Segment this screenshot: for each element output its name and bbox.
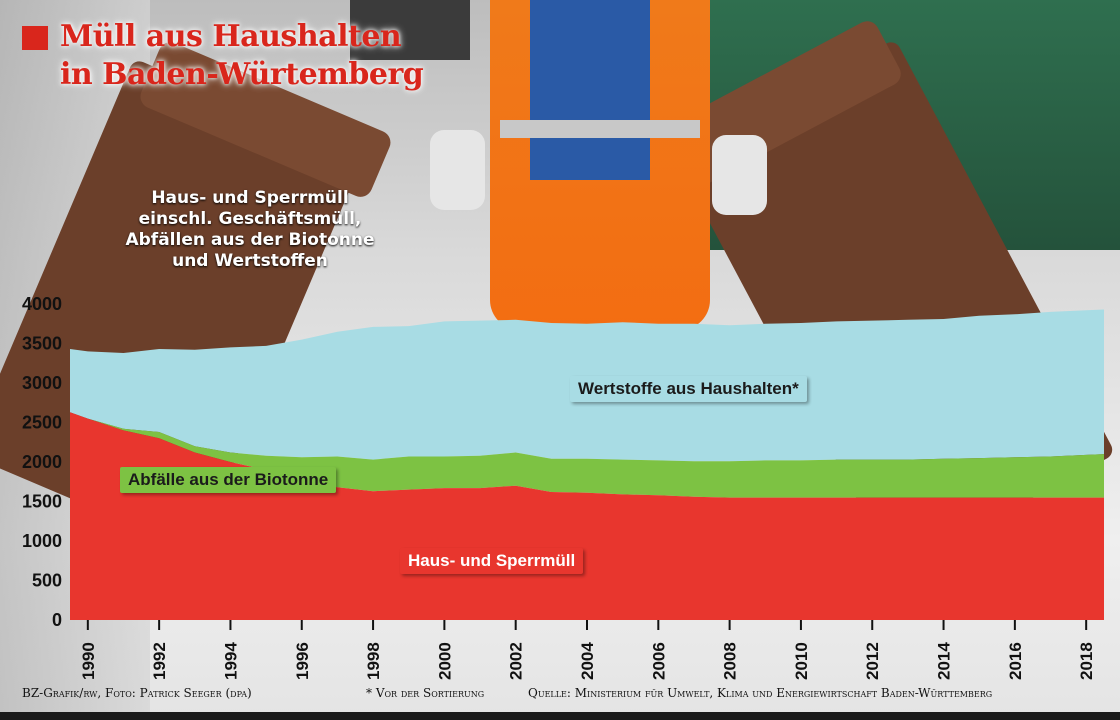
photo-worker — [490, 0, 710, 330]
series-label-wertstoffe: Wertstoffe aus Haushalten* — [570, 376, 807, 402]
x-tick-label: 2004 — [578, 642, 597, 680]
y-tick-label: 500 — [32, 571, 62, 591]
y-tick-label: 2000 — [22, 452, 62, 472]
area-haus-und-sperrmuell — [70, 412, 1104, 620]
x-tick-label: 1990 — [79, 642, 98, 680]
y-tick-label: 3500 — [22, 334, 62, 354]
y-tick-label: 0 — [52, 610, 62, 630]
x-tick-label: 2018 — [1077, 642, 1096, 680]
chart-areas — [70, 309, 1104, 620]
footer-source: Quelle: Ministerium für Umwelt, Klima un… — [528, 686, 993, 700]
x-tick-label: 2010 — [792, 642, 811, 680]
worker-overall-strap — [530, 0, 650, 180]
x-tick-label: 1992 — [150, 642, 169, 680]
frame-border — [0, 712, 1120, 720]
x-tick-label: 1996 — [293, 642, 312, 680]
y-tick-label: 1500 — [22, 492, 62, 512]
y-tick-label: 2500 — [22, 413, 62, 433]
chart-title-line-2: in Baden-Würtemberg — [60, 57, 424, 92]
photo-glove-right — [712, 135, 767, 215]
x-tick-label: 1994 — [221, 642, 240, 680]
x-tick-label: 2014 — [935, 642, 954, 680]
x-tick-label: 2006 — [649, 642, 668, 680]
chart-annotation: Haus- und Sperrmüll einschl. Geschäftsmü… — [125, 188, 375, 271]
y-tick-label: 3000 — [22, 373, 62, 393]
chart-title: Müll aus Haushalten in Baden-Würtemberg — [60, 18, 424, 94]
chart-title-line-1: Müll aus Haushalten — [60, 19, 402, 54]
title-marker — [22, 26, 48, 50]
series-label-hausmuell: Haus- und Sperrmüll — [400, 548, 584, 574]
y-tick-label: 4000 — [22, 294, 62, 314]
footer-credit: BZ-Grafik/rw, Foto: Patrick Seeger (dpa) — [22, 686, 252, 700]
x-tick-label: 2002 — [507, 642, 526, 680]
x-tick-label: 1998 — [364, 642, 383, 680]
y-tick-label: 1000 — [22, 531, 62, 551]
x-tick-label: 2012 — [863, 642, 882, 680]
x-tick-label: 2008 — [721, 642, 740, 680]
y-axis-ticks: 0 500 1000 1500 2000 2500 3000 3500 4000 — [22, 294, 62, 630]
footer-note: * Vor der Sortierung — [366, 686, 485, 700]
x-tick-label: 2016 — [1006, 642, 1025, 680]
x-axis-ticks: 1990 1992 1994 1996 1998 2000 2002 2004 2006 2008… — [79, 620, 1096, 680]
photo-vehicle — [350, 0, 470, 60]
x-tick-label: 2000 — [435, 642, 454, 680]
photo-glove-left — [430, 130, 485, 210]
worker-reflective-belt — [500, 120, 700, 138]
series-label-biotonne: Abfälle aus der Biotonne — [120, 467, 337, 493]
